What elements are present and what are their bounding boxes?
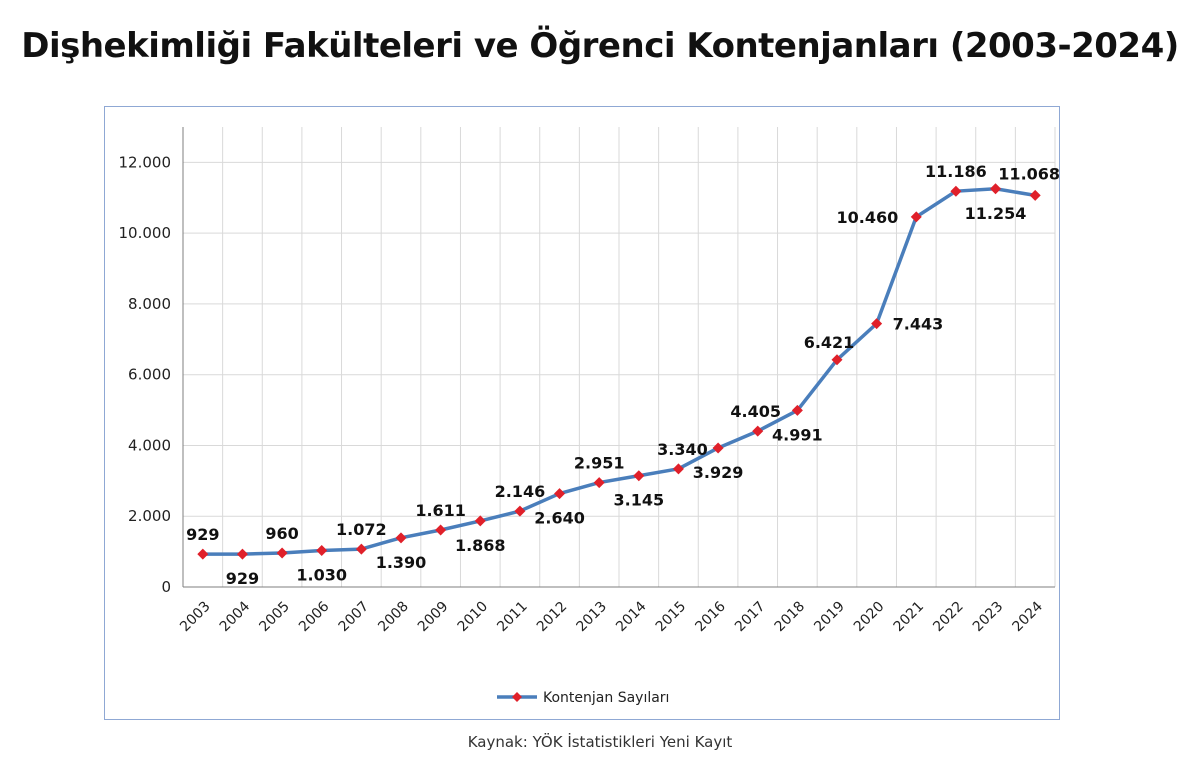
data-point [1029, 189, 1041, 201]
x-tick-label: 2022 [930, 599, 967, 636]
data-point [672, 463, 684, 475]
x-tick-label: 2004 [217, 598, 254, 635]
data-label: 4.991 [772, 425, 823, 444]
data-point [990, 183, 1002, 195]
data-point [633, 470, 645, 482]
data-label: 6.421 [804, 333, 855, 352]
data-point [831, 354, 843, 366]
x-tick-label: 2010 [455, 599, 492, 636]
data-point [950, 185, 962, 197]
x-tick-label: 2015 [653, 599, 690, 636]
legend-label: Kontenjan Sayıları [543, 690, 669, 706]
x-tick-label: 2023 [970, 599, 1007, 636]
data-label: 10.460 [837, 208, 899, 227]
x-tick-label: 2006 [296, 598, 333, 635]
data-point [871, 318, 883, 330]
data-label: 11.186 [925, 162, 987, 181]
x-tick-label: 2024 [1009, 598, 1046, 635]
data-label: 929 [186, 525, 219, 544]
data-label: 3.340 [657, 440, 708, 459]
x-tick-label: 2020 [851, 599, 888, 636]
data-label: 3.929 [693, 463, 744, 482]
x-tick-label: 2012 [534, 599, 571, 636]
data-label: 2.146 [495, 482, 546, 501]
data-point [554, 488, 566, 500]
y-tick-label: 12.000 [119, 153, 172, 171]
data-point [355, 543, 367, 555]
data-label: 11.068 [998, 164, 1060, 183]
x-tick-label: 2008 [375, 599, 412, 636]
data-point [752, 425, 764, 437]
data-label: 2.640 [534, 509, 585, 528]
x-tick-label: 2019 [811, 599, 848, 636]
data-point [197, 548, 209, 560]
data-label: 2.951 [574, 454, 625, 473]
data-point [395, 532, 407, 544]
data-point [236, 548, 248, 560]
data-point [791, 404, 803, 416]
data-point [910, 211, 922, 223]
x-tick-label: 2021 [891, 599, 928, 636]
data-label: 1.611 [415, 501, 466, 520]
x-tick-label: 2018 [772, 599, 809, 636]
data-label: 929 [226, 569, 259, 588]
x-tick-label: 2013 [573, 599, 610, 636]
page-title: Dişhekimliği Fakülteleri ve Öğrenci Kont… [21, 26, 1179, 66]
y-tick-label: 2.000 [128, 507, 171, 525]
x-tick-label: 2007 [336, 599, 373, 636]
data-label: 11.254 [965, 204, 1027, 223]
x-tick-label: 2016 [692, 598, 729, 635]
data-point [316, 545, 328, 557]
data-point [474, 515, 486, 527]
source-note: Kaynak: YÖK İstatistikleri Yeni Kayıt [467, 733, 733, 751]
y-tick-label: 10.000 [119, 224, 172, 242]
x-tick-label: 2003 [177, 599, 214, 636]
data-label: 1.390 [376, 553, 427, 572]
x-tick-label: 2017 [732, 599, 769, 636]
data-point [435, 524, 447, 536]
data-label: 1.868 [455, 536, 506, 555]
x-tick-label: 2009 [415, 599, 452, 636]
data-label: 4.405 [730, 402, 781, 421]
y-tick-label: 4.000 [128, 436, 171, 454]
y-tick-label: 6.000 [128, 366, 171, 384]
data-label: 3.145 [614, 491, 665, 510]
data-point [276, 547, 288, 559]
y-tick-label: 0 [161, 578, 171, 596]
x-tick-label: 2014 [613, 598, 650, 635]
x-tick-label: 2011 [494, 599, 531, 636]
chart-frame: 0 2.000 4.000 6.000 8.000 10.000 12.000 2003 200… [104, 106, 1060, 720]
y-tick-label: 8.000 [128, 295, 171, 313]
data-label: 960 [265, 524, 298, 543]
data-point [712, 442, 724, 454]
data-label: 1.030 [296, 566, 347, 585]
legend-marker [512, 692, 522, 702]
data-point [593, 477, 605, 489]
series-line [202, 187, 1036, 556]
data-label: 1.072 [336, 520, 387, 539]
x-tick-label: 2005 [256, 599, 293, 636]
data-label: 7.443 [893, 315, 944, 334]
data-point [514, 505, 526, 517]
